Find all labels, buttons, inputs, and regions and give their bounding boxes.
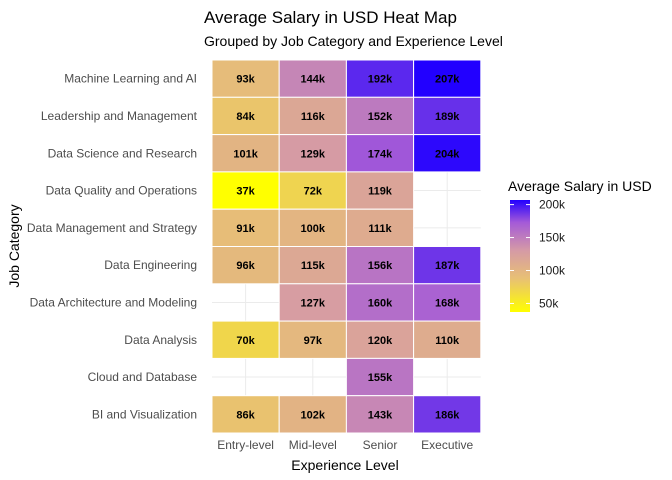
- y-tick-label: Data Quality and Operations: [46, 184, 197, 198]
- y-tick-label: Data Analysis: [124, 333, 197, 347]
- y-tick-label: Data Management and Strategy: [27, 221, 197, 235]
- cell-value-label: 152k: [368, 111, 393, 123]
- heatmap-cell: [278, 395, 347, 434]
- cell-value-label: 156k: [368, 260, 393, 272]
- x-tick-label: Senior: [363, 438, 398, 452]
- heatmap-cells: [211, 59, 482, 434]
- x-axis-title: Experience Level: [291, 457, 398, 473]
- legend-tick-label: 200k: [539, 198, 566, 212]
- cell-value-label: 70k: [236, 335, 255, 347]
- heatmap-cell: [413, 395, 482, 434]
- cell-value-label: 120k: [368, 335, 393, 347]
- heatmap-cell: [211, 395, 280, 434]
- x-tick-label: Executive: [421, 438, 473, 452]
- cell-value-label: 127k: [301, 297, 326, 309]
- y-tick-label: Cloud and Database: [88, 370, 198, 384]
- cell-value-label: 174k: [368, 148, 393, 160]
- heatmap-cell: [278, 96, 347, 136]
- chart-subtitle: Grouped by Job Category and Experience L…: [204, 33, 503, 49]
- cell-value-label: 96k: [236, 260, 255, 272]
- y-tick-label: Leadership and Management: [41, 109, 198, 123]
- cell-value-label: 186k: [435, 409, 460, 421]
- heatmap-cell: [345, 246, 415, 285]
- chart-title: Average Salary in USD Heat Map: [204, 8, 457, 27]
- legend-tick-label: 150k: [539, 231, 566, 245]
- cell-value-label: 72k: [304, 186, 323, 198]
- heatmap-cell: [345, 357, 415, 397]
- legend-ticks: 50k 100k 150k 200k: [510, 198, 566, 310]
- legend-tick-label: 50k: [539, 296, 559, 310]
- cell-value-label: 160k: [368, 297, 393, 309]
- legend-tick-label: 100k: [539, 263, 566, 277]
- heatmap-cell: [345, 134, 415, 173]
- y-tick-label: Data Engineering: [104, 258, 197, 272]
- cell-value-label: 119k: [368, 186, 393, 198]
- y-tick-label: Data Architecture and Modeling: [30, 295, 197, 309]
- y-tick-label: Data Science and Research: [48, 146, 197, 160]
- heatmap-cell: [413, 320, 482, 359]
- x-tick-label: Mid-level: [289, 438, 337, 452]
- cell-value-label: 100k: [301, 223, 326, 235]
- heatmap-cell: [345, 320, 415, 359]
- x-tick-label: Entry-level: [217, 438, 274, 452]
- cell-value-label: 84k: [236, 111, 255, 123]
- y-axis-ticks: Machine Learning and AI Leadership and Ma…: [27, 72, 198, 422]
- cell-value-label: 168k: [435, 297, 460, 309]
- cell-value-label: 204k: [435, 148, 460, 160]
- cell-value-label: 97k: [304, 335, 323, 347]
- cell-value-label: 111k: [368, 223, 392, 235]
- heatmap-cell: [278, 283, 347, 322]
- cell-value-label: 102k: [301, 409, 326, 421]
- cell-value-label: 189k: [435, 111, 460, 123]
- cell-value-label: 110k: [435, 335, 460, 347]
- heatmap-cell: [345, 96, 415, 136]
- heatmap-cell: [278, 134, 347, 173]
- heatmap-cell: [413, 59, 482, 98]
- legend-colorbar: [510, 200, 530, 312]
- cell-value-label: 37k: [236, 186, 255, 198]
- y-axis-title: Job Category: [6, 204, 22, 287]
- heatmap-cell: [413, 283, 482, 322]
- heatmap-cell: [211, 208, 280, 247]
- legend-title: Average Salary in USD: [508, 178, 652, 194]
- heatmap-cell: [211, 320, 280, 359]
- heatmap-cell: [345, 59, 415, 98]
- heatmap-cell: [278, 320, 347, 359]
- cell-value-label: 144k: [301, 74, 326, 86]
- cell-value-label: 143k: [368, 409, 393, 421]
- x-axis-ticks: Entry-level Mid-level Senior Executive: [217, 438, 473, 452]
- color-legend: Average Salary in USD 50k 100k 150k 200k: [508, 178, 652, 312]
- cell-value-label: 101k: [233, 148, 258, 160]
- cell-value-label: 192k: [368, 74, 393, 86]
- cell-value-label: 115k: [301, 260, 326, 272]
- heatmap-cell: [413, 134, 482, 173]
- heatmap-cell: [345, 283, 415, 322]
- cell-value-label: 91k: [236, 223, 255, 235]
- heatmap-cell: [345, 395, 415, 434]
- cell-labels: 93k 144k 192k 207k 84k 116k 152k 189k 101k 129k 17…: [233, 74, 460, 422]
- cell-value-label: 116k: [301, 111, 326, 123]
- y-tick-label: Machine Learning and AI: [64, 72, 197, 86]
- cell-value-label: 187k: [435, 260, 460, 272]
- cell-value-label: 207k: [435, 74, 460, 86]
- cell-value-label: 86k: [236, 409, 255, 421]
- heatmap-cell: [413, 96, 482, 136]
- cell-value-label: 93k: [236, 74, 255, 86]
- y-tick-label: BI and Visualization: [92, 407, 197, 421]
- cell-value-label: 155k: [368, 372, 393, 384]
- cell-value-label: 129k: [301, 148, 326, 160]
- heatmap-cell: [345, 171, 415, 210]
- heatmap-cell: [413, 246, 482, 285]
